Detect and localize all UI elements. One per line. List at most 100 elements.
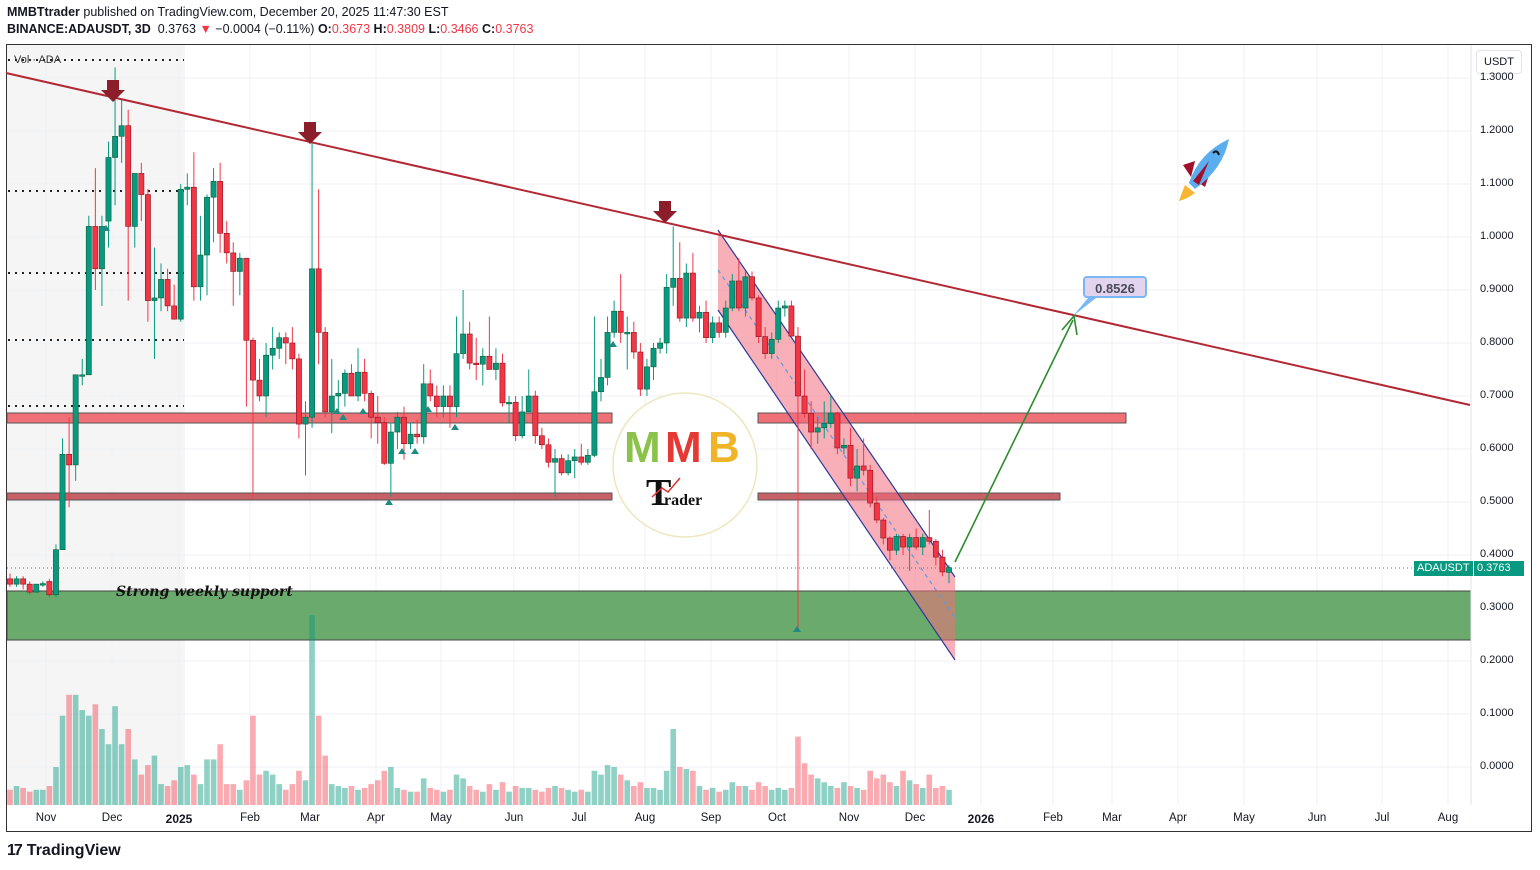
candle-body [197,254,204,288]
candle-body [479,355,486,365]
candle-body [315,268,322,333]
volume-bar [946,789,952,805]
channel-upper-line[interactable] [717,229,956,578]
down-arrow-icon [298,122,322,144]
candle [932,539,939,566]
volume-legend[interactable]: Vol · ADA [14,54,62,66]
svg-text:T: T [646,472,671,514]
volume-bar [736,786,742,805]
candle [552,449,558,497]
up-triangle-icon [385,499,393,505]
candle [53,544,59,598]
volume-bar [72,694,79,805]
candle [558,454,565,476]
support-zone[interactable] [6,590,1472,641]
candle [624,316,631,370]
down-triangle-icon: ▼ [199,22,212,36]
candle-body [368,393,375,418]
candle-body [210,181,217,198]
candle [860,438,867,476]
brand-name[interactable]: TradingView [26,842,121,859]
candle [243,257,250,407]
candle [847,427,854,487]
volume-bar [20,787,26,805]
volume-bar [604,765,611,805]
up-triangle-icon [793,626,801,632]
svg-text:M: M [665,423,702,472]
descending-trendline[interactable] [5,72,1471,406]
candle [355,348,361,402]
volume-bar [506,791,512,805]
volume-bar [755,782,762,805]
volume-bar [99,729,105,805]
candle-body [499,362,506,404]
candle [125,109,132,301]
candle-body [118,125,125,137]
candle [827,396,834,428]
volume-bar [191,774,197,805]
publish-text: published on TradingView.com, December 2… [83,5,449,19]
candle-body [250,340,256,381]
price-tick-label: 1.2000 [1480,124,1514,136]
volume-bar [742,786,749,805]
volume-bar [913,784,919,805]
channel-lower-line[interactable] [717,309,956,661]
candle-body [177,189,184,320]
candle-body [525,395,532,413]
candle-body [72,374,79,466]
resistance-zone-1-right[interactable] [757,412,1127,424]
time-tick-label: Apr [367,812,385,824]
footer: 17 TradingView [7,842,121,860]
candle [440,385,447,418]
up-triangle-icon [398,448,406,454]
candle [66,417,72,508]
candle-body [59,453,66,550]
resistance-zone-2-left[interactable] [6,492,613,501]
candle-body [53,549,59,596]
candle-body [538,435,545,446]
currency-button[interactable]: USDT [1476,50,1522,74]
price-tick-label: 0.1000 [1480,707,1514,719]
volume-bar [256,774,263,805]
candle [420,364,427,444]
candle [525,369,532,413]
candle-body [105,157,112,222]
high-value: 0.3809 [386,22,425,36]
candle-body [164,279,171,307]
volume-bar [250,715,256,805]
volume-bar [131,759,138,805]
candle-body [709,322,716,338]
candle [676,242,683,322]
candle-body [657,342,663,349]
candle-body [355,371,361,397]
volume-bar [177,767,184,805]
candle-body [341,372,348,394]
candle-body [92,226,99,270]
candle-body [781,305,788,309]
candle [447,385,453,428]
volume-bar [867,770,874,805]
candle-body [847,444,854,479]
target-callout[interactable]: 0.8526 [1083,276,1147,298]
candle [821,401,828,439]
candle [79,358,86,386]
volume-bar [460,778,466,805]
candle-body [867,469,874,504]
volume-bar [40,789,46,805]
author[interactable]: MMBTtrader [7,5,80,19]
candle-body [683,272,690,319]
candle [204,194,210,296]
signal-markers [102,225,801,632]
volume-bar [552,786,558,805]
volume-bar [598,774,604,805]
publish-info: MMBTtrader published on TradingView.com,… [7,5,448,19]
symbol: BINANCE:ADAUSDT, 3D [7,22,151,36]
volume-bar [657,789,663,805]
candle [499,353,506,407]
candle [946,565,952,584]
resistance-zone-2-right[interactable] [757,492,1061,501]
candle-body [414,433,421,438]
candle [407,422,414,449]
target-arrow[interactable] [954,314,1078,563]
